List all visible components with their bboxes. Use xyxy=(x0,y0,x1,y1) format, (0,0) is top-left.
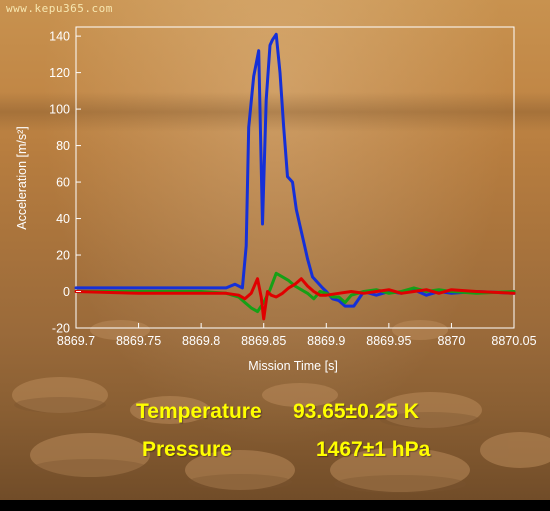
series-line-green xyxy=(74,271,516,314)
x-tick-label: 8870 xyxy=(438,334,466,348)
series-line-blue xyxy=(74,32,516,308)
x-tick-label: 8869.7 xyxy=(57,334,95,348)
y-tick-label: 100 xyxy=(49,103,70,117)
series-line-red xyxy=(74,277,516,321)
x-tick-label: 8870.05 xyxy=(491,334,536,348)
temperature-label: Temperature xyxy=(136,400,262,423)
y-tick-label: 20 xyxy=(56,249,70,263)
y-tick-label: 0 xyxy=(63,285,70,299)
temperature-value: 93.65±0.25 K xyxy=(293,400,419,423)
y-tick-label: 80 xyxy=(56,139,70,153)
y-tick-label: 60 xyxy=(56,176,70,190)
y-axis-title: Acceleration [m/s²] xyxy=(15,126,29,230)
x-tick-label: 8869.75 xyxy=(116,334,161,348)
y-tick-label: 140 xyxy=(49,30,70,44)
x-tick-label: 8869.85 xyxy=(241,334,286,348)
x-axis-title: Mission Time [s] xyxy=(248,359,338,373)
plot-frame xyxy=(75,26,515,329)
x-tick-label: 8869.95 xyxy=(366,334,411,348)
x-tick-label: 8869.9 xyxy=(307,334,345,348)
pressure-label: Pressure xyxy=(142,438,232,461)
watermark-text: www.kepu365.com xyxy=(6,2,113,15)
horizon-haze xyxy=(0,92,550,132)
y-tick-label: -20 xyxy=(52,322,70,336)
y-tick-label: 120 xyxy=(49,66,70,80)
x-tick-label: 8869.8 xyxy=(182,334,220,348)
pressure-value: 1467±1 hPa xyxy=(316,438,431,461)
y-tick-label: 40 xyxy=(56,212,70,226)
bottom-black-bar xyxy=(0,500,550,511)
